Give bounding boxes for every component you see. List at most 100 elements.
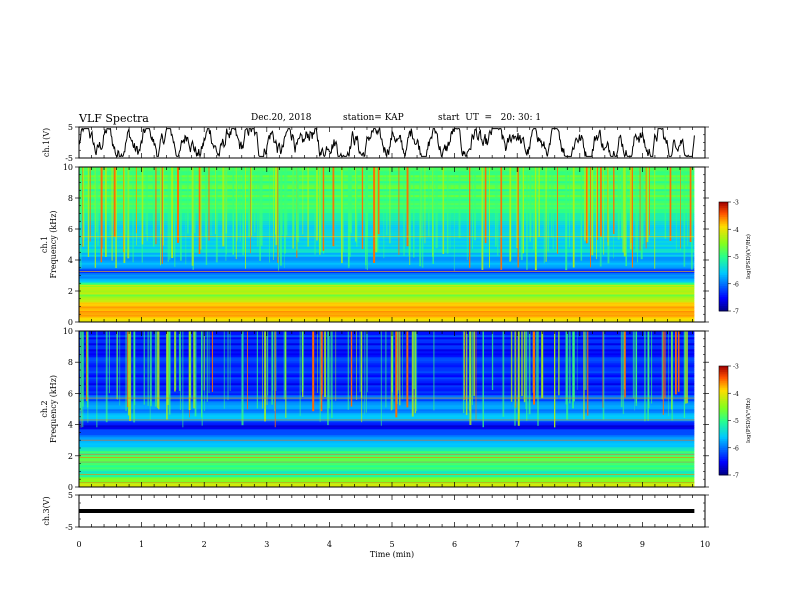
spectrogram-band xyxy=(79,401,695,404)
spectrogram-streak xyxy=(689,167,692,242)
colorbar-tick-label: -7 xyxy=(733,473,739,480)
spectrogram-streak xyxy=(203,331,205,391)
spectrogram-streak xyxy=(565,167,568,271)
spectrogram-streak xyxy=(124,167,127,236)
x-tick-label: 9 xyxy=(640,540,645,549)
colorbar-swatch xyxy=(719,298,728,301)
colorbar-swatch xyxy=(719,416,728,420)
spectrogram-streak xyxy=(396,331,399,394)
spectrogram-band xyxy=(79,353,695,356)
spectrogram-band xyxy=(79,292,695,295)
colorbar-swatch xyxy=(719,303,728,306)
colorbar-swatch xyxy=(719,251,728,254)
spectrogram-streak xyxy=(551,167,553,238)
spectrogram-streak xyxy=(403,167,405,256)
colorbar-swatch xyxy=(719,471,728,474)
colorbar-swatch xyxy=(719,271,728,274)
spectrogram-streak xyxy=(662,331,664,415)
spectrogram-streak xyxy=(204,167,207,237)
colorbar-swatch xyxy=(719,223,728,227)
spectrogram-band xyxy=(79,423,695,426)
spectrogram-streak xyxy=(312,331,315,412)
x-tick-label: 5 xyxy=(389,540,394,549)
spectrogram-streak xyxy=(89,167,91,242)
spectrogram-streak xyxy=(377,167,380,235)
colorbar-swatch xyxy=(719,451,728,454)
y-tick-label: 8 xyxy=(68,194,73,203)
colorbar-swatch xyxy=(719,232,728,236)
spectrogram-streak xyxy=(215,167,218,263)
spectrogram-band xyxy=(79,417,695,420)
colorbar-swatch xyxy=(719,382,728,385)
spectrogram-streak xyxy=(661,331,664,400)
spectrogram-streak xyxy=(495,167,497,247)
spectrogram-streak xyxy=(253,167,256,233)
colorbar-swatch xyxy=(719,438,728,441)
spectrogram-streak xyxy=(484,167,487,244)
colorbar-swatch xyxy=(719,287,728,290)
spectrogram-streak xyxy=(489,167,490,268)
spectrogram-band xyxy=(79,274,695,277)
spectrogram-band xyxy=(79,427,695,430)
spectrogram-band xyxy=(79,278,695,281)
spectrogram-streak xyxy=(320,167,322,252)
spectrogram-streak xyxy=(251,167,253,236)
spectrogram-streak xyxy=(399,331,401,406)
spectrogram-streak xyxy=(322,167,325,251)
spectrogram-band xyxy=(79,413,695,416)
colorbar-swatch xyxy=(719,400,728,403)
colorbar-swatch xyxy=(719,378,728,381)
spectrogram-streak xyxy=(580,167,583,261)
spectrogram-streak xyxy=(533,167,535,251)
colorbar-swatch xyxy=(719,218,728,221)
y-tick-label: 8 xyxy=(68,358,73,367)
spectrogram-streak xyxy=(587,331,589,416)
spectrogram-streak xyxy=(193,331,195,409)
spectrogram-streak xyxy=(225,167,227,261)
spectrogram-streak xyxy=(380,331,382,426)
spectrogram-streak xyxy=(324,331,326,397)
colorbar-tick-label: -6 xyxy=(733,445,739,452)
spectrogram-streak xyxy=(267,331,269,396)
spectrogram-streak xyxy=(347,331,349,410)
y-tick-label: 0 xyxy=(68,483,73,492)
colorbar-swatch xyxy=(719,418,728,421)
spectrogram-streak xyxy=(556,167,557,253)
colorbar-swatch xyxy=(719,247,728,250)
spectrogram-band xyxy=(79,339,695,342)
y-tick-label: 6 xyxy=(68,389,73,398)
colorbar-swatch xyxy=(719,227,728,230)
spectrogram-band xyxy=(79,242,695,245)
spectrogram-band xyxy=(79,443,695,446)
spectrogram-streak xyxy=(481,167,484,270)
spectrogram-band xyxy=(79,441,695,444)
spectrogram-streak xyxy=(640,167,643,260)
colorbar-swatch xyxy=(719,373,728,376)
spectrogram-streak xyxy=(671,331,674,421)
y-tick-label: -5 xyxy=(65,154,73,163)
spectrogram-band xyxy=(79,240,695,243)
spectrogram-streak xyxy=(215,167,216,235)
colorbar-swatch xyxy=(719,309,728,312)
spectrogram-streak xyxy=(472,167,473,249)
colorbar-tick-label: -5 xyxy=(733,254,739,261)
spectrogram-streak xyxy=(152,167,155,247)
spectrogram-band xyxy=(79,331,695,334)
spectrogram-streak xyxy=(145,167,147,234)
spectrogram-streak xyxy=(296,167,298,251)
spectrogram-band xyxy=(79,409,695,412)
spectrogram-streak xyxy=(421,167,424,268)
spectrogram-streak xyxy=(275,167,278,246)
spectrogram-streak xyxy=(275,331,277,391)
spectrogram-band xyxy=(79,483,695,486)
spectrogram-streak xyxy=(669,167,672,241)
spectrogram-streak xyxy=(302,331,304,390)
spectrogram-streak xyxy=(538,167,540,237)
spectrogram-streak xyxy=(227,331,229,401)
y-tick-label: 6 xyxy=(68,225,73,234)
spectrogram-streak xyxy=(683,167,686,267)
colorbar-swatch xyxy=(719,252,728,256)
colorbar-swatch xyxy=(719,371,728,374)
colorbar-swatch xyxy=(719,243,728,246)
